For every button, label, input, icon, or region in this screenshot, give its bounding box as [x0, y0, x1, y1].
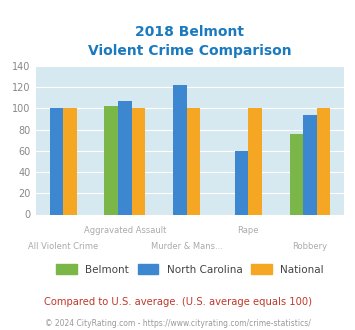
Bar	[63, 109, 77, 214]
Bar	[132, 109, 145, 214]
Bar	[248, 109, 262, 214]
Bar	[50, 109, 63, 214]
Bar	[235, 151, 248, 214]
Bar	[173, 85, 186, 214]
Bar	[186, 109, 200, 214]
Text: Murder & Mans...: Murder & Mans...	[151, 242, 223, 251]
Legend: Belmont, North Carolina, National: Belmont, North Carolina, National	[53, 261, 327, 278]
Bar	[290, 134, 303, 214]
Title: 2018 Belmont
Violent Crime Comparison: 2018 Belmont Violent Crime Comparison	[88, 25, 292, 58]
Bar	[317, 109, 330, 214]
Bar	[303, 115, 317, 214]
Bar	[118, 101, 132, 214]
Text: All Violent Crime: All Violent Crime	[28, 242, 98, 251]
Text: Robbery: Robbery	[293, 242, 328, 251]
Text: Compared to U.S. average. (U.S. average equals 100): Compared to U.S. average. (U.S. average …	[44, 297, 311, 307]
Text: Rape: Rape	[237, 226, 259, 235]
Bar	[104, 106, 118, 214]
Text: Aggravated Assault: Aggravated Assault	[84, 226, 166, 235]
Text: © 2024 CityRating.com - https://www.cityrating.com/crime-statistics/: © 2024 CityRating.com - https://www.city…	[45, 319, 310, 328]
